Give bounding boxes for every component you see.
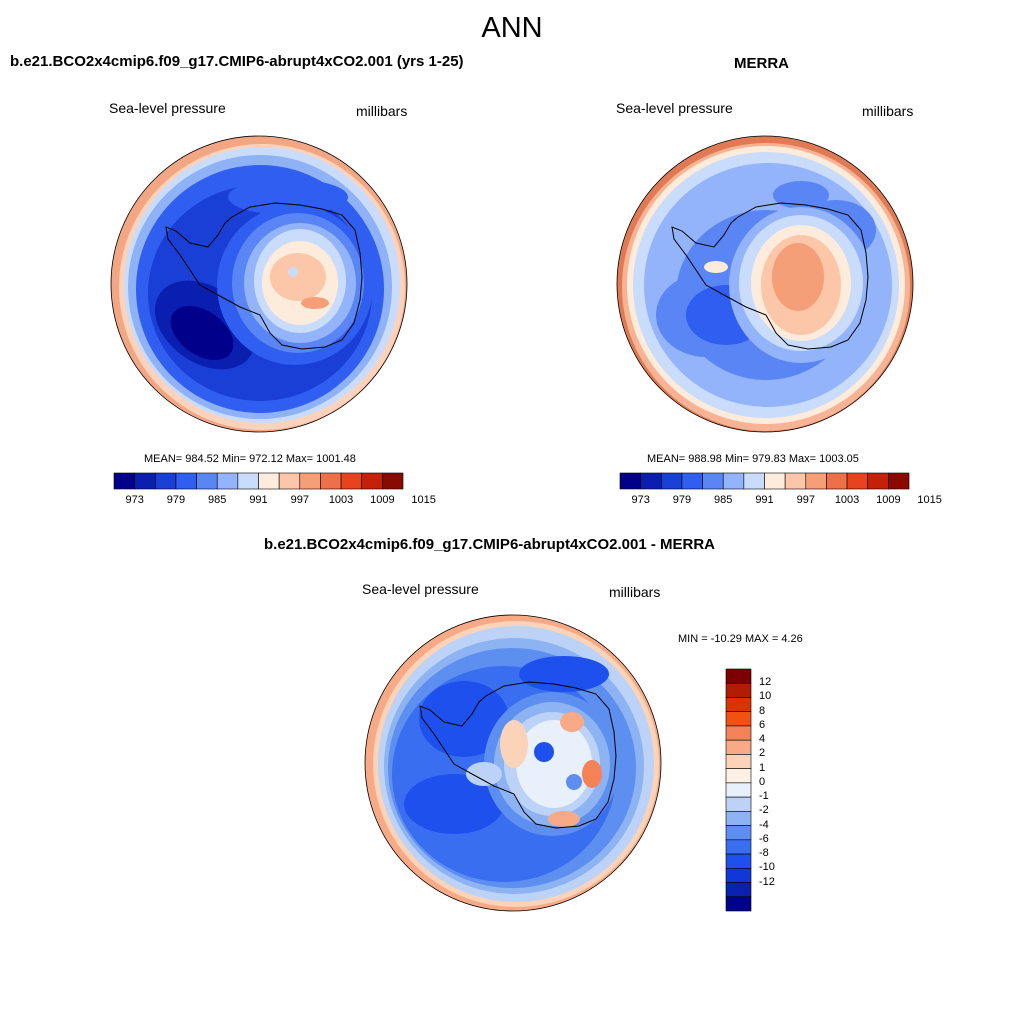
panel-3-colorbar-swatch: [725, 825, 752, 841]
panel-3-colorbar-swatch: [725, 768, 752, 784]
panel-1-colorbar-swatch: [216, 472, 239, 490]
panel-3-colorbar-swatch: [725, 754, 752, 769]
panel-3-colorbar-tick-label: -2: [759, 804, 769, 817]
panel-3-colorbar-tick-label: 8: [759, 704, 766, 717]
panel-1-colorbar-swatch: [237, 472, 259, 490]
panel-2-colorbar-tick-label: 997: [796, 494, 815, 506]
panel-2-polar-map: [616, 135, 914, 433]
panel-2-colorbar-ticks: 973 979 985 991 997 1003 1009 1015: [620, 494, 941, 508]
panel-1-title: b.e21.BCO2x4cmip6.f09_g17.CMIP6-abrupt4x…: [10, 53, 464, 70]
panel-3-colorbar-tick-label: -10: [759, 861, 775, 874]
panel-3-colorbar-tick-label: 10: [759, 690, 772, 703]
panel-3-colorbar-swatch: [725, 796, 752, 812]
panel-3-units-label: millibars: [609, 584, 661, 600]
panel-1-colorbar-swatch: [196, 472, 218, 490]
panel-3-colorbar-tick-label: -12: [759, 875, 775, 888]
panel-2-colorbar-tick-label: 979: [672, 494, 692, 506]
panel-1-colorbar-tick-label: 985: [208, 494, 227, 506]
panel-3-colorbar-swatch: [725, 882, 752, 898]
panel-1-colorbar-swatch: [382, 472, 404, 490]
panel-1-colorbar-tick-label: 1009: [370, 494, 395, 506]
panel-1-colorbar-swatch: [258, 472, 280, 490]
panel-1-units-label: millibars: [356, 103, 408, 119]
panel-3-colorbar-tick-label: 6: [759, 718, 766, 731]
panel-2-title: MERRA: [734, 55, 789, 72]
panel-3-variable-label: Sea-level pressure: [362, 581, 479, 597]
panel-3-colorbar-tick-label: -1: [759, 790, 769, 803]
panel-1-colorbar-tick-label: 991: [249, 494, 268, 506]
panel-2-colorbar: [619, 472, 910, 490]
panel-3-colorbar-tick-label: 2: [759, 747, 766, 760]
panel-2-colorbar-swatch: [640, 472, 662, 490]
panel-3-colorbar-tick-label: -6: [759, 832, 769, 845]
panel-2-colorbar-swatch: [867, 472, 889, 490]
panel-3-colorbar-tick-label: -8: [759, 847, 769, 860]
panel-3-colorbar-tick-label: 4: [759, 733, 766, 746]
panel-2-colorbar-swatch: [681, 472, 703, 490]
panel-3-colorbar-tick-label: -4: [759, 818, 769, 831]
panel-3-polar-map: [364, 614, 662, 912]
panel-3-colorbar-swatch: [725, 668, 752, 684]
panel-2-colorbar-swatch: [846, 472, 869, 490]
panel-1-variable-label: Sea-level pressure: [109, 100, 226, 116]
panel-3-colorbar-swatch: [725, 711, 752, 727]
panel-2-colorbar-tick-label: 1015: [917, 494, 942, 506]
panel-3-colorbar-tick-label: 12: [759, 676, 772, 689]
panel-2-colorbar-swatch: [743, 472, 765, 490]
panel-2-colorbar-tick-label: 1003: [834, 494, 860, 506]
panel-1-colorbar-tick-label: 973: [125, 494, 144, 506]
panel-3-colorbar: [725, 668, 752, 912]
panel-1-colorbar-swatch: [154, 472, 177, 490]
panel-2-units-label: millibars: [862, 103, 914, 119]
panel-2-colorbar-swatch: [826, 472, 848, 490]
panel-3-colorbar-swatch: [725, 725, 752, 741]
panel-2-variable-label: Sea-level pressure: [616, 100, 733, 116]
panel-2-colorbar-tick-label: 991: [755, 494, 774, 506]
panel-1-colorbar-swatch: [320, 472, 342, 490]
panel-2-colorbar-swatch: [888, 472, 910, 490]
panel-2-colorbar-tick-label: 1009: [876, 494, 901, 506]
panel-1-colorbar-ticks: 973 979 985 991 997 1003 1009 1015: [114, 494, 435, 508]
panel-3-colorbar-swatch: [725, 867, 752, 883]
panel-1-colorbar-tick-label: 1003: [328, 494, 354, 506]
panel-1-colorbar-swatch: [340, 472, 363, 490]
panel-1-colorbar-swatch: [134, 472, 156, 490]
panel-3-colorbar-tick-label: 0: [759, 775, 766, 788]
panel-3-colorbar-swatch: [725, 839, 752, 855]
panel-3-colorbar-ticks: 12 10 8 6 4 2 1 0 -1 -2 -4 -6 -8 -10 -12: [759, 669, 799, 911]
panel-1-colorbar: [113, 472, 404, 490]
panel-3-colorbar-swatch: [725, 782, 752, 798]
panel-3-colorbar-swatch: [725, 896, 752, 912]
panel-3-colorbar-swatch: [725, 853, 752, 869]
panel-3-colorbar-tick-label: 1: [759, 761, 766, 774]
panel-1-colorbar-swatch: [278, 472, 301, 490]
panel-2-colorbar-swatch: [784, 472, 807, 490]
panel-1-colorbar-swatch: [113, 472, 135, 490]
figure-title: ANN: [481, 12, 543, 44]
panel-1-colorbar-swatch: [299, 472, 321, 490]
panel-2-colorbar-swatch: [764, 472, 786, 490]
panel-2-colorbar-swatch: [660, 472, 683, 490]
panel-2-colorbar-tick-label: 973: [631, 494, 650, 506]
panel-1-stats: MEAN= 984.52 Min= 972.12 Max= 1001.48: [144, 453, 356, 465]
panel-1-colorbar-tick-label: 1015: [411, 494, 436, 506]
panel-3-colorbar-swatch: [725, 697, 752, 713]
panel-2-colorbar-swatch: [702, 472, 724, 490]
panel-1-colorbar-tick-label: 979: [166, 494, 186, 506]
panel-2-colorbar-swatch: [619, 472, 641, 490]
panel-3-title: b.e21.BCO2x4cmip6.f09_g17.CMIP6-abrupt4x…: [264, 536, 715, 553]
panel-3-colorbar-swatch: [725, 682, 752, 698]
panel-3-colorbar-swatch: [725, 811, 752, 826]
panel-1-colorbar-tick-label: 997: [290, 494, 309, 506]
panel-2-colorbar-swatch: [722, 472, 745, 490]
panel-1-polar-map: [110, 135, 408, 433]
panel-2-stats: MEAN= 988.98 Min= 979.83 Max= 1003.05: [647, 453, 859, 465]
panel-3-colorbar-swatch: [725, 739, 752, 755]
panel-1-colorbar-swatch: [175, 472, 197, 490]
panel-3-stats: MIN = -10.29 MAX = 4.26: [678, 633, 803, 645]
panel-2-colorbar-swatch: [805, 472, 827, 490]
panel-1-colorbar-swatch: [361, 472, 383, 490]
panel-2-colorbar-tick-label: 985: [714, 494, 733, 506]
